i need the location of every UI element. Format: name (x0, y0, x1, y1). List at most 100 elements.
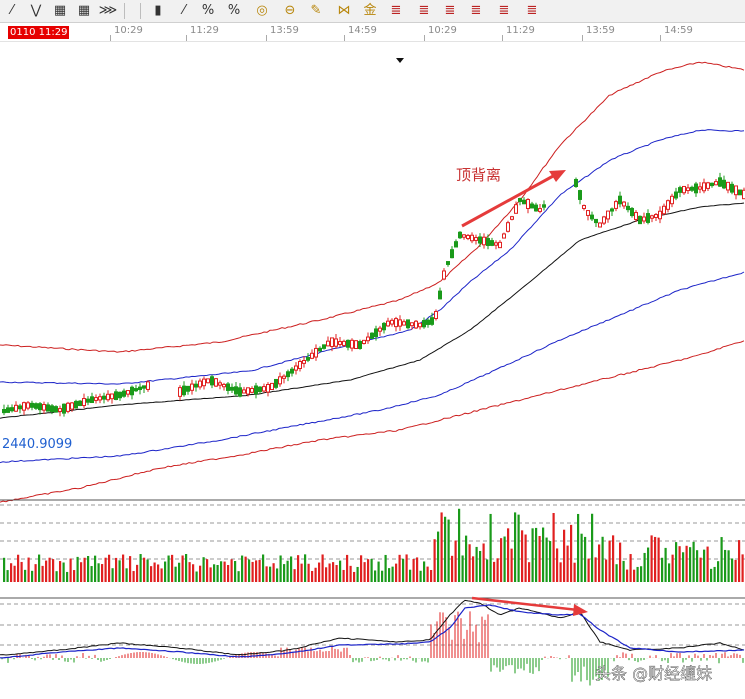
candle-body (682, 185, 686, 194)
volume-bar (94, 555, 97, 582)
draw-line-icon[interactable]: ⁄ (10, 3, 14, 18)
candle-body (206, 378, 210, 384)
volume-bar (251, 561, 254, 582)
volume-bar (286, 560, 289, 582)
candle-body (134, 388, 138, 392)
volume-bar (31, 570, 34, 582)
volume-bar (157, 564, 160, 582)
pattern-icon[interactable]: ≣ (418, 3, 430, 18)
volume-bar (661, 557, 664, 582)
time-tick-label: 11:29 (190, 25, 219, 36)
grid-icon[interactable]: ▦ (53, 3, 67, 18)
volume-bar (717, 561, 720, 582)
candle-body (42, 404, 46, 411)
candle-body (606, 210, 610, 220)
candle-body (90, 396, 94, 404)
volume-bar (461, 555, 464, 582)
time-tick (266, 35, 267, 41)
volume-bar (545, 537, 548, 582)
pattern-icon[interactable]: ≣ (444, 3, 456, 18)
volume-bar (549, 541, 552, 582)
volume-bar (685, 545, 688, 582)
volume-bar (297, 555, 300, 582)
candle-body (14, 404, 18, 412)
volume-bar (24, 569, 27, 582)
candle-body (658, 210, 662, 220)
volume-bar (160, 568, 163, 582)
candle-body (638, 215, 642, 225)
candle-body (438, 290, 442, 300)
volume-bar (171, 554, 174, 582)
candle-body (626, 205, 630, 211)
candle-body (446, 261, 450, 265)
candle-body (478, 236, 482, 244)
volume-bar (216, 565, 219, 582)
volume-bar (143, 557, 146, 582)
candle-body (214, 378, 218, 387)
volume-bar (279, 555, 282, 582)
fan-icon[interactable]: ⋙ (98, 3, 118, 18)
volume-bar (587, 558, 590, 582)
volume-bar (136, 564, 139, 582)
gauge-icon[interactable]: ⋈ (337, 3, 351, 18)
volume-bar (367, 559, 370, 582)
volume-bar (360, 555, 363, 582)
percent-minus-icon[interactable]: % (227, 3, 241, 18)
candle-body (18, 405, 22, 410)
volume-bar (636, 566, 639, 582)
volume-bar (409, 569, 412, 582)
pattern-icon[interactable]: ≣ (526, 3, 538, 18)
volume-bar (69, 558, 72, 582)
volume-bar (531, 528, 534, 582)
pattern-icon[interactable]: ≣ (390, 3, 402, 18)
candle-body (78, 400, 82, 406)
volume-bar (209, 567, 212, 582)
candlestick-icon[interactable]: ▮ (154, 3, 162, 18)
volume-bar (153, 562, 156, 582)
pattern-icon[interactable]: ≣ (498, 3, 510, 18)
volume-bar (307, 563, 310, 582)
volume-bar (612, 535, 615, 582)
volume-bar (38, 554, 41, 582)
volume-bar (311, 570, 314, 582)
candle-body (290, 368, 294, 374)
candle-body (714, 181, 718, 186)
volume-bar (304, 554, 307, 582)
price-readout: 2440.9099 (2, 437, 72, 452)
candle-body (46, 404, 50, 412)
gold-circle-icon[interactable]: ◎ (256, 3, 268, 18)
volume-bar (377, 561, 380, 582)
toolbar-separator (140, 3, 141, 19)
candle-body (6, 407, 10, 413)
grid-icon[interactable]: ▦ (77, 3, 91, 18)
trend-icon[interactable]: ⋁ (30, 3, 42, 18)
pen-icon[interactable]: ✎ (310, 3, 322, 18)
pattern-icon[interactable]: ≣ (470, 3, 482, 18)
candle-body (690, 186, 694, 191)
gold-minus-icon[interactable]: ⊖ (284, 3, 296, 18)
volume-bar (146, 559, 149, 582)
candle-body (246, 387, 250, 395)
volume-bar (276, 568, 279, 582)
volume-bar (689, 547, 692, 582)
volume-bar (150, 566, 153, 582)
candle-body (670, 195, 674, 205)
volume-bar (398, 554, 401, 582)
volume-bar (402, 558, 405, 582)
candle-body (634, 212, 638, 220)
divergence-arrow-line (461, 173, 556, 228)
volume-bar (552, 513, 555, 582)
volume-bar (633, 569, 636, 582)
candle-body (286, 371, 290, 378)
gold-icon[interactable]: 金 (363, 3, 377, 18)
time-tick-label: 11:29 (506, 25, 535, 36)
volume-bar (535, 527, 538, 582)
percent-icon[interactable]: % (201, 3, 215, 18)
volume-bar (405, 554, 408, 582)
candle-body (282, 375, 286, 379)
volume-bar (573, 562, 576, 582)
percent-slash-icon[interactable]: ⁄ (182, 3, 186, 18)
volume-bar (388, 568, 391, 582)
volume-panel (0, 499, 745, 582)
candle-body (610, 208, 614, 212)
